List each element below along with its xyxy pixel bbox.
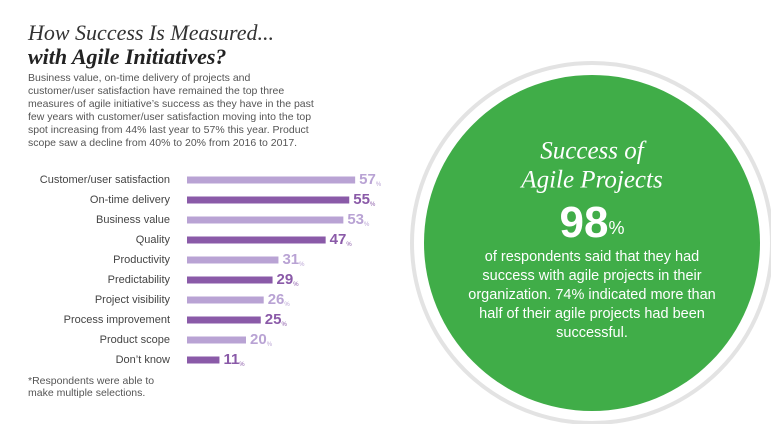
value-label: 31%: [282, 251, 305, 268]
category-label: On-time delivery: [90, 194, 171, 206]
value-label: 26%: [268, 291, 291, 308]
value-label: 29%: [277, 271, 300, 288]
value-label: 57%: [359, 171, 382, 188]
intro-text: Business value, on-time delivery of proj…: [28, 72, 314, 149]
bar: [187, 236, 326, 244]
callout-circle: [424, 75, 760, 411]
category-label: Don’t know: [116, 354, 170, 366]
bar: [187, 216, 344, 224]
bar: [187, 316, 261, 324]
category-label: Business value: [96, 214, 170, 226]
value-label: 11%: [223, 351, 245, 368]
bar: [187, 196, 350, 204]
bar: [187, 276, 273, 284]
bar: [187, 296, 264, 304]
footnote: *Respondents were able to make multiple …: [28, 375, 155, 399]
bar: [187, 356, 220, 364]
category-label: Process improvement: [64, 314, 170, 326]
title: with Agile Initiatives?: [28, 44, 227, 69]
callout-title: Success of: [540, 138, 646, 165]
value-label: 20%: [250, 331, 273, 348]
category-label: Productivity: [113, 254, 170, 266]
ring: [410, 61, 771, 424]
category-label: Quality: [136, 234, 171, 246]
value-label: 47%: [330, 231, 353, 248]
value-label: 25%: [265, 311, 288, 328]
category-label: Product scope: [100, 334, 170, 346]
title: How Success Is Measured...: [28, 20, 275, 45]
bar: [187, 176, 356, 184]
bar: [187, 256, 279, 264]
category-label: Predictability: [108, 274, 171, 286]
bar: [187, 336, 246, 344]
callout-title: Agile Projects: [519, 167, 662, 194]
value-label: 55%: [353, 191, 376, 208]
category-label: Project visibility: [95, 294, 171, 306]
callout-text: of respondents said that they had succes…: [468, 249, 716, 341]
category-label: Customer/user satisfaction: [40, 174, 170, 186]
value-label: 53%: [347, 211, 370, 228]
callout-stat: 98%: [560, 198, 625, 247]
